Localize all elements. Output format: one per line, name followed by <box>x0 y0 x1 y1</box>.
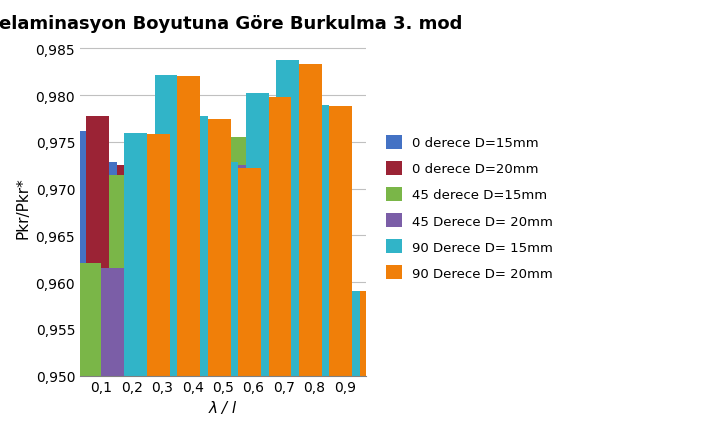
Bar <box>170 243 193 376</box>
Bar <box>101 268 124 376</box>
Bar <box>269 98 292 376</box>
Bar <box>94 163 116 376</box>
Bar <box>177 77 200 376</box>
Bar <box>86 117 109 376</box>
Bar <box>246 94 269 376</box>
Bar <box>292 303 314 376</box>
Bar <box>284 169 307 376</box>
Bar <box>345 310 368 376</box>
Bar <box>337 292 360 376</box>
Bar <box>56 79 79 376</box>
Bar <box>299 65 322 376</box>
Bar <box>132 172 155 376</box>
Bar <box>276 238 299 376</box>
Bar <box>368 322 390 376</box>
Bar <box>109 175 132 376</box>
Y-axis label: Pkr/Pkr*: Pkr/Pkr* <box>15 177 30 239</box>
Bar <box>63 132 86 376</box>
Bar <box>238 169 261 376</box>
Bar <box>155 208 177 376</box>
Bar <box>215 163 238 376</box>
Bar <box>200 163 223 376</box>
Bar <box>269 262 292 376</box>
Bar <box>193 247 215 376</box>
Bar <box>177 217 200 376</box>
Bar <box>147 135 170 376</box>
Bar <box>147 189 170 376</box>
Bar <box>79 264 101 376</box>
Bar <box>307 105 329 376</box>
Bar <box>254 143 276 376</box>
X-axis label: λ / l: λ / l <box>209 400 237 415</box>
Bar <box>208 219 230 376</box>
Bar <box>33 79 56 376</box>
Bar <box>140 180 162 376</box>
Bar <box>322 301 345 376</box>
Bar <box>185 219 208 376</box>
Bar <box>246 266 269 376</box>
Bar <box>390 329 413 376</box>
Bar <box>124 189 147 376</box>
Bar <box>215 189 238 376</box>
Bar <box>116 166 140 376</box>
Legend: 0 derece D=15mm, 0 derece D=20mm, 45 derece D=15mm, 45 Derece D= 20mm, 90 Derece: 0 derece D=15mm, 0 derece D=20mm, 45 der… <box>375 125 564 291</box>
Title: Delaminasyon Boyutuna Göre Burkulma 3. mod: Delaminasyon Boyutuna Göre Burkulma 3. m… <box>0 15 462 33</box>
Bar <box>124 133 147 376</box>
Bar <box>360 292 382 376</box>
Bar <box>230 138 254 376</box>
Bar <box>299 240 322 376</box>
Bar <box>329 107 353 376</box>
Bar <box>185 117 208 376</box>
Bar <box>314 303 337 376</box>
Bar <box>261 168 284 376</box>
Bar <box>223 166 246 376</box>
Bar <box>208 119 230 376</box>
Bar <box>162 184 185 376</box>
Bar <box>276 61 299 376</box>
Bar <box>155 75 177 376</box>
Bar <box>238 189 261 376</box>
